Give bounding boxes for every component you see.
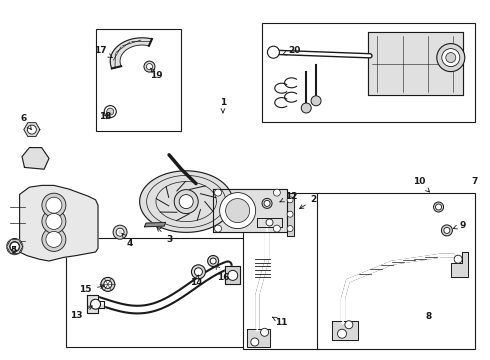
Circle shape [215,225,221,232]
Text: 17: 17 [94,46,112,58]
Circle shape [301,103,311,113]
Text: 6: 6 [21,114,31,130]
Bar [262,23,475,122]
Circle shape [46,231,62,247]
Text: 5: 5 [11,246,17,255]
Text: 4: 4 [122,233,133,248]
Polygon shape [213,189,287,232]
Circle shape [147,64,152,69]
Circle shape [215,189,221,196]
Polygon shape [225,266,240,284]
Polygon shape [22,148,49,169]
Circle shape [107,108,114,115]
Circle shape [264,201,270,206]
Circle shape [46,213,62,229]
Polygon shape [368,32,463,95]
Text: 10: 10 [413,177,430,192]
Circle shape [262,198,272,208]
Polygon shape [287,193,294,236]
Text: 14: 14 [190,275,202,287]
Circle shape [226,199,249,222]
Polygon shape [451,252,468,277]
Text: 7: 7 [471,177,478,186]
Circle shape [116,228,124,236]
Text: 8: 8 [426,312,432,321]
Circle shape [287,211,293,217]
Circle shape [446,53,456,63]
Polygon shape [332,321,358,340]
Circle shape [179,195,193,208]
Text: 20: 20 [282,46,300,55]
Polygon shape [257,218,282,227]
Text: 19: 19 [150,68,163,80]
Text: 13: 13 [70,306,92,320]
Polygon shape [87,295,104,313]
Polygon shape [7,240,23,253]
Circle shape [118,230,122,234]
Text: 2: 2 [299,195,317,209]
Circle shape [192,265,205,279]
Circle shape [261,328,269,336]
Circle shape [220,193,256,229]
Circle shape [434,202,443,212]
Circle shape [42,193,66,217]
Polygon shape [140,171,233,232]
Circle shape [442,49,460,67]
Polygon shape [20,185,98,261]
Circle shape [436,204,441,210]
Bar [96,29,181,131]
Circle shape [104,280,112,288]
Circle shape [42,210,66,233]
Circle shape [345,321,353,329]
Circle shape [273,189,280,196]
Circle shape [101,278,115,291]
Circle shape [113,225,127,239]
Circle shape [273,225,280,232]
Text: 12: 12 [280,192,298,202]
Bar [66,238,250,347]
Circle shape [10,242,20,252]
Circle shape [10,242,19,251]
Circle shape [287,197,293,203]
Circle shape [311,96,321,106]
Circle shape [441,225,452,236]
Text: 11: 11 [272,317,288,327]
Circle shape [104,105,116,118]
Circle shape [208,256,219,266]
Polygon shape [24,123,40,136]
Bar [317,193,475,349]
Circle shape [251,338,259,346]
Polygon shape [145,222,166,227]
Circle shape [46,197,62,213]
Polygon shape [110,38,152,68]
Text: 16: 16 [216,265,229,282]
Circle shape [7,239,23,255]
Circle shape [338,329,346,338]
Circle shape [287,226,293,231]
Circle shape [268,46,279,58]
Circle shape [144,61,155,72]
Circle shape [266,219,273,226]
Text: 3: 3 [157,227,172,244]
Circle shape [195,268,202,276]
Circle shape [27,125,36,134]
Text: 18: 18 [99,112,112,121]
Circle shape [91,299,100,309]
Circle shape [210,258,216,264]
Circle shape [437,44,465,72]
Circle shape [174,190,198,213]
Polygon shape [247,329,270,347]
Circle shape [228,270,238,280]
Text: 1: 1 [220,98,226,113]
Text: 15: 15 [79,285,104,294]
Circle shape [42,228,66,251]
Circle shape [444,228,450,233]
Circle shape [454,255,462,263]
Text: 9: 9 [453,220,466,230]
Bar [243,193,318,349]
